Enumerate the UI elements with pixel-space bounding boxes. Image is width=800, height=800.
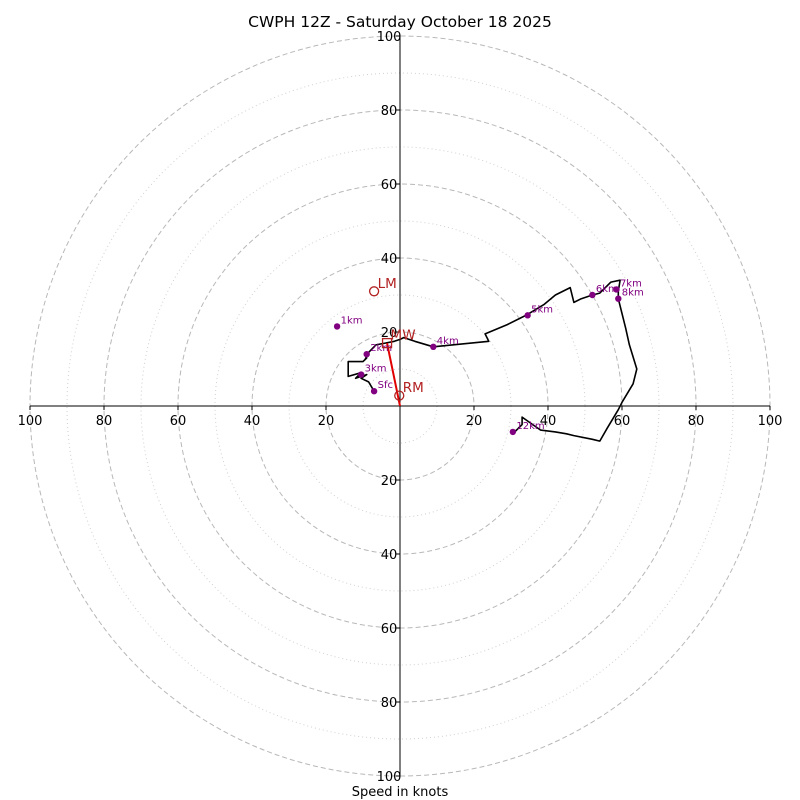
height-point-2km [363, 351, 370, 358]
x-tick-label: 40 [244, 414, 261, 429]
storm-motion-mw-label: MW [391, 328, 416, 344]
wind-trace [347, 279, 638, 442]
height-point-1km [333, 323, 341, 330]
height-label-8km: 8km [622, 288, 644, 299]
x-axis-label: Speed in knots [352, 785, 449, 800]
y-tick-label: 100 [377, 770, 402, 785]
y-tick-label: 40 [381, 252, 398, 267]
height-point-5km [524, 312, 531, 319]
storm-motion-lm-marker [368, 286, 380, 297]
y-tick-label: 60 [381, 178, 398, 193]
y-tick-label: 60 [381, 622, 398, 637]
bulk-shear-vector [386, 342, 401, 407]
storm-motion-rm-label: RM [403, 380, 424, 396]
storm-motion-markers: LM MW RM [368, 276, 424, 401]
height-label-7km: 7km [620, 278, 642, 289]
y-tick-label: 80 [381, 104, 398, 119]
height-point-sfc [370, 388, 378, 395]
x-tick-label: 20 [318, 414, 335, 429]
height-point-7km [613, 286, 620, 293]
height-point-3km [357, 371, 365, 378]
axis-tick-labels: 100 80 60 40 20 20 40 60 80 100 100 80 60 40 20 20 40 60 8… [18, 30, 783, 785]
storm-motion-mw-marker [381, 337, 393, 349]
height-label-3km: 3km [365, 364, 387, 375]
height-label-6km: 6km [596, 284, 618, 295]
height-label-4km: 4km [437, 336, 459, 347]
x-tick-label: 80 [96, 414, 113, 429]
height-point-6km [589, 291, 596, 299]
x-tick-label: 40 [540, 414, 557, 429]
y-tick-label: 80 [381, 696, 398, 711]
x-tick-label: 60 [614, 414, 631, 429]
height-point-8km [615, 295, 622, 302]
storm-motion-rm-marker [394, 390, 405, 401]
x-tick-label: 80 [688, 414, 705, 429]
height-label-2km: 2km [370, 343, 392, 354]
chart-title: CWPH 12Z - Saturday October 18 2025 [248, 13, 552, 31]
height-label-1km: 1km [341, 315, 363, 326]
height-label-5km: 5km [531, 304, 553, 315]
x-tick-label: 20 [466, 414, 483, 429]
y-tick-label: 40 [381, 548, 398, 563]
x-tick-label: 100 [18, 414, 43, 429]
x-tick-label: 60 [170, 414, 187, 429]
y-tick-label: 20 [381, 474, 398, 489]
y-tick-label: 20 [381, 326, 398, 341]
x-tick-label: 100 [758, 414, 783, 429]
shear-vector [386, 342, 401, 407]
storm-motion-lm-label: LM [378, 276, 397, 292]
height-label-sfc: Sfc [378, 380, 393, 391]
y-tick-label: 100 [377, 30, 402, 45]
height-label-12km: 12km [516, 421, 544, 432]
height-point-4km [430, 343, 437, 350]
hodograph-trace-line [347, 279, 638, 442]
height-point-12km [509, 428, 517, 436]
